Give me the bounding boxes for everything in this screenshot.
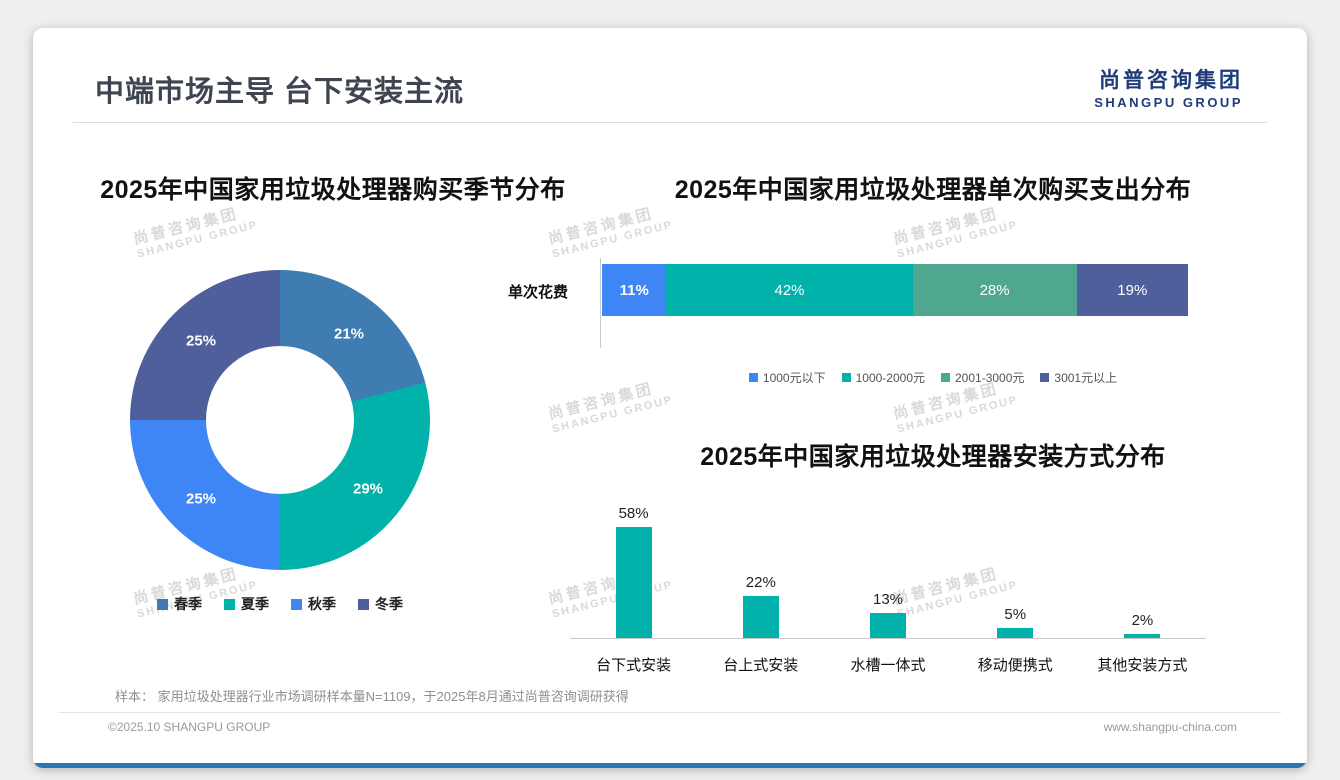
footer-row: ©2025.10 SHANGPU GROUP www.shangpu-china… (108, 720, 1237, 734)
donut-legend: 春季 夏季 秋季 冬季 (70, 594, 490, 614)
legend-swatch (291, 598, 302, 610)
bar-value-label: 2% (1131, 612, 1154, 629)
bar (1124, 634, 1161, 638)
logo-english-text: SHANGPU GROUP (1094, 95, 1243, 110)
donut-chart: 21% 29% 25% 25% (130, 270, 430, 570)
legend-item-winter: 冬季 (358, 594, 403, 614)
legend-item-over-3001: 3001元以上 (1040, 369, 1117, 386)
bar-category-labels: 台下式安装 台上式安装 水槽一体式 移动便携式 其他安装方式 (570, 654, 1206, 675)
footer-divider (59, 712, 1281, 713)
header-divider (73, 122, 1267, 123)
stacked-bar: 11% 42% 28% 19% (602, 264, 1188, 316)
stacked-segment-2001-3000: 28% (912, 264, 1077, 316)
x-axis-line (570, 638, 1206, 639)
install-bars: 58% 22% 13% 5% 2% (570, 488, 1206, 638)
donut-value-label: 25% (185, 490, 217, 508)
bar (615, 527, 652, 638)
stacked-legend: 1000元以下 1000-2000元 2001-3000元 3001元以上 (603, 369, 1263, 386)
legend-item-autumn: 秋季 (291, 594, 336, 614)
donut-value-label: 21% (333, 325, 365, 343)
bar-column-other: 2% (1079, 612, 1206, 638)
donut-value-label: 25% (185, 332, 217, 350)
donut-hole (206, 346, 354, 494)
legend-item-1000-2000: 1000-2000元 (841, 369, 925, 386)
bar (997, 628, 1034, 638)
stacked-segment-1000-2000: 42% (666, 264, 913, 316)
stacked-chart-title: 2025年中国家用垃圾处理器单次购买支出分布 (674, 176, 1192, 204)
bar (870, 613, 906, 638)
legend-swatch (358, 598, 369, 610)
bar-column-portable: 5% (952, 606, 1079, 638)
stacked-axis-line (600, 258, 601, 348)
legend-item-under-1000: 1000元以下 (748, 369, 826, 386)
bar-category: 台上式安装 (723, 657, 799, 674)
legend-item-spring: 春季 (157, 594, 202, 614)
legend-swatch (157, 598, 168, 610)
company-logo: 尚普咨询集团 SHANGPU GROUP (1094, 64, 1243, 110)
legend-item-2001-3000: 2001-3000元 (941, 369, 1024, 386)
legend-swatch (224, 598, 235, 610)
footer-copyright: ©2025.10 SHANGPU GROUP (108, 720, 271, 734)
bar-column-sink-integrated: 13% (824, 591, 951, 638)
legend-swatch (941, 373, 950, 382)
legend-item-summer: 夏季 (224, 594, 269, 614)
bars-chart-title: 2025年中国家用垃圾处理器安装方式分布 (700, 443, 1166, 471)
sample-footnote: 样本： 家用垃圾处理器行业市场调研样本量N=1109，于2025年8月通过尚普咨… (115, 689, 629, 704)
page-title: 中端市场主导 台下安装主流 (95, 76, 465, 108)
bar-category: 水槽一体式 (850, 657, 926, 674)
legend-swatch (748, 373, 758, 382)
donut-value-label: 29% (352, 480, 384, 498)
footer-website: www.shangpu-china.com (1103, 720, 1237, 734)
stacked-category-label: 单次花费 (507, 284, 568, 301)
bar-category: 移动便携式 (977, 657, 1053, 674)
bar-column-undersink: 58% (570, 505, 697, 638)
stacked-segment-over-3001: 19% (1076, 264, 1188, 316)
bar-value-label: 13% (872, 591, 904, 608)
bar-column-countertop: 22% (697, 574, 824, 638)
bar (742, 596, 779, 638)
legend-swatch (1040, 373, 1050, 382)
bar-category: 台下式安装 (596, 657, 672, 674)
bar-value-label: 5% (1004, 606, 1027, 623)
donut-chart-title: 2025年中国家用垃圾处理器购买季节分布 (100, 176, 566, 204)
stacked-segment-under-1000: 11% (602, 264, 667, 316)
slide: 尚普咨询集团 SHANGPU GROUP 尚普咨询集团 SHANGPU GROUP … (33, 28, 1307, 768)
logo-chinese-text: 尚普咨询集团 (1099, 69, 1243, 92)
bar-value-label: 58% (618, 505, 649, 522)
legend-swatch (841, 373, 851, 382)
bottom-accent-strip (33, 763, 1307, 768)
bar-value-label: 22% (745, 574, 776, 591)
bar-category: 其他安装方式 (1097, 657, 1188, 674)
